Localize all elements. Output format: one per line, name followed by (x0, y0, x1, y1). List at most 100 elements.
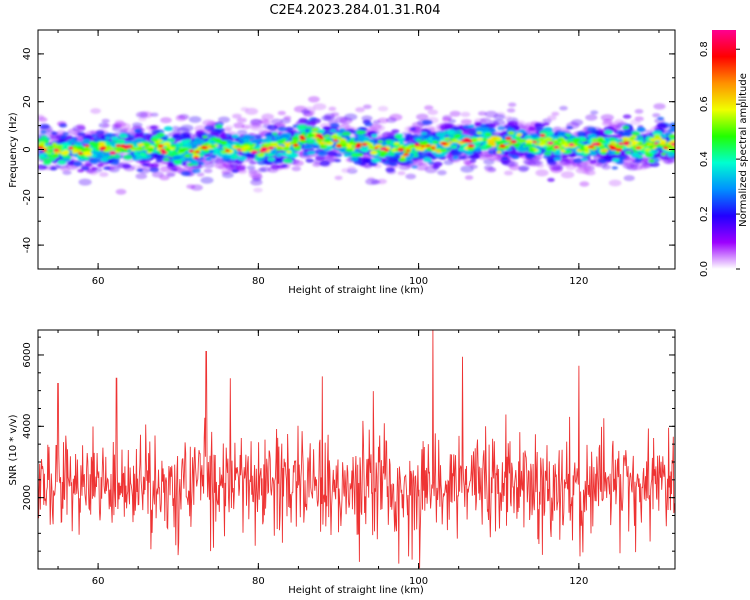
heatmap-cell (569, 135, 576, 139)
heatmap-cell (485, 144, 492, 149)
heatmap-cell (445, 123, 454, 129)
heatmap-cell (499, 144, 506, 148)
heatmap-cell (90, 108, 101, 114)
heatmap-cell (286, 150, 292, 154)
snr-x-tick-label: 60 (92, 576, 105, 587)
figure-title: C2E4.2023.284.01.31.R04 (269, 3, 440, 18)
heatmap-cell (346, 146, 352, 149)
heatmap-cell (38, 117, 48, 123)
heatmap-cell (150, 112, 159, 117)
heatmap-cell (324, 134, 331, 138)
heatmap-cell (476, 131, 482, 135)
heatmap-cell (576, 131, 587, 136)
heatmap-cell (369, 150, 378, 155)
heatmap-cell (77, 168, 85, 173)
heatmap-cell (321, 115, 332, 121)
heatmap-cell (487, 140, 496, 145)
heatmap-cell (232, 113, 242, 119)
heatmap-cell (122, 163, 132, 169)
heatmap-cell (202, 135, 208, 139)
heatmap-cell (48, 145, 54, 149)
heatmap-cell (344, 113, 358, 121)
heatmap-cell (127, 137, 134, 141)
heatmap-cell (138, 117, 147, 122)
heatmap-cell (632, 152, 638, 156)
heatmap-cell (163, 157, 170, 162)
heatmap-cell (449, 110, 461, 117)
heatmap-cell (57, 159, 67, 165)
heatmap-cell (149, 167, 160, 173)
colorbar: 0.00.20.40.60.8 Normalized spectral ampl… (699, 30, 749, 277)
heatmap-cell (114, 119, 124, 125)
heatmap-cell (601, 140, 607, 144)
heatmap-cell (398, 148, 404, 151)
heatmap-cell (622, 114, 632, 119)
heatmap-cell (347, 165, 356, 171)
heatmap-cell (618, 142, 624, 146)
heatmap-cell (277, 110, 286, 116)
heatmap-cell (334, 158, 342, 163)
heatmap-cell (319, 141, 326, 145)
heatmap-cell (50, 135, 60, 140)
heatmap-cell (476, 137, 483, 141)
heatmap-cell (460, 119, 473, 125)
heatmap-cell (585, 114, 598, 121)
heatmap-cell (648, 144, 654, 149)
heatmap-cell (377, 140, 383, 144)
heatmap-cell (653, 134, 661, 139)
heatmap-cell (311, 127, 320, 132)
heatmap-cell (535, 169, 549, 177)
heatmap-cell (236, 165, 246, 171)
heatmap-cell (270, 150, 278, 155)
heatmap-cell (653, 142, 659, 145)
colorbar-label: Normalized spectral amplitude (738, 73, 749, 227)
heatmap-cell (333, 138, 338, 142)
heatmap-cell (539, 133, 546, 138)
heatmap-cell (76, 124, 86, 129)
heatmap-cell (188, 116, 202, 123)
heatmap-cell (510, 140, 517, 144)
heatmap-cell (242, 145, 251, 150)
heatmap-cell (614, 119, 624, 124)
heatmap-cell (60, 151, 69, 156)
heatmap-cell (177, 148, 187, 153)
heatmap-cell (77, 132, 86, 137)
heatmap-cell (414, 143, 421, 147)
heatmap-cell (248, 171, 262, 179)
heatmap-cell (166, 172, 176, 177)
heatmap-cell (536, 163, 545, 168)
heatmap-cell (328, 142, 334, 145)
snr-y-tick-label: 2000 (22, 485, 33, 510)
heatmap-cell (82, 148, 88, 152)
heatmap-cell (460, 111, 471, 117)
heatmap-cells (38, 96, 675, 195)
heatmap-cell (246, 165, 256, 170)
heatmap-cell (415, 163, 429, 171)
heatmap-cell (433, 161, 443, 167)
heatmap-cell (233, 122, 245, 129)
heatmap-cell (115, 144, 121, 148)
heatmap-cell (231, 169, 239, 173)
heatmap-cell (424, 105, 434, 111)
heatmap-cell (254, 134, 262, 139)
heatmap-cell (497, 126, 506, 131)
heatmap-cell (421, 128, 429, 133)
heatmap-cell (585, 170, 596, 176)
heatmap-cell (600, 151, 607, 155)
heatmap-cell (671, 142, 675, 146)
heatmap-cell (251, 150, 258, 154)
heatmap-cell (308, 96, 320, 103)
heatmap-cell (304, 144, 312, 149)
spectrogram-heatmap (38, 96, 675, 195)
heatmap-cell (167, 163, 175, 167)
heatmap-cell (222, 146, 228, 150)
heatmap-cell (635, 146, 642, 150)
heatmap-cell (50, 166, 58, 171)
heatmap-cell (515, 137, 521, 141)
heatmap-cell (467, 144, 474, 148)
heatmap-cell (257, 167, 267, 173)
heatmap-cell (371, 134, 378, 138)
heatmap-cell (62, 131, 69, 136)
